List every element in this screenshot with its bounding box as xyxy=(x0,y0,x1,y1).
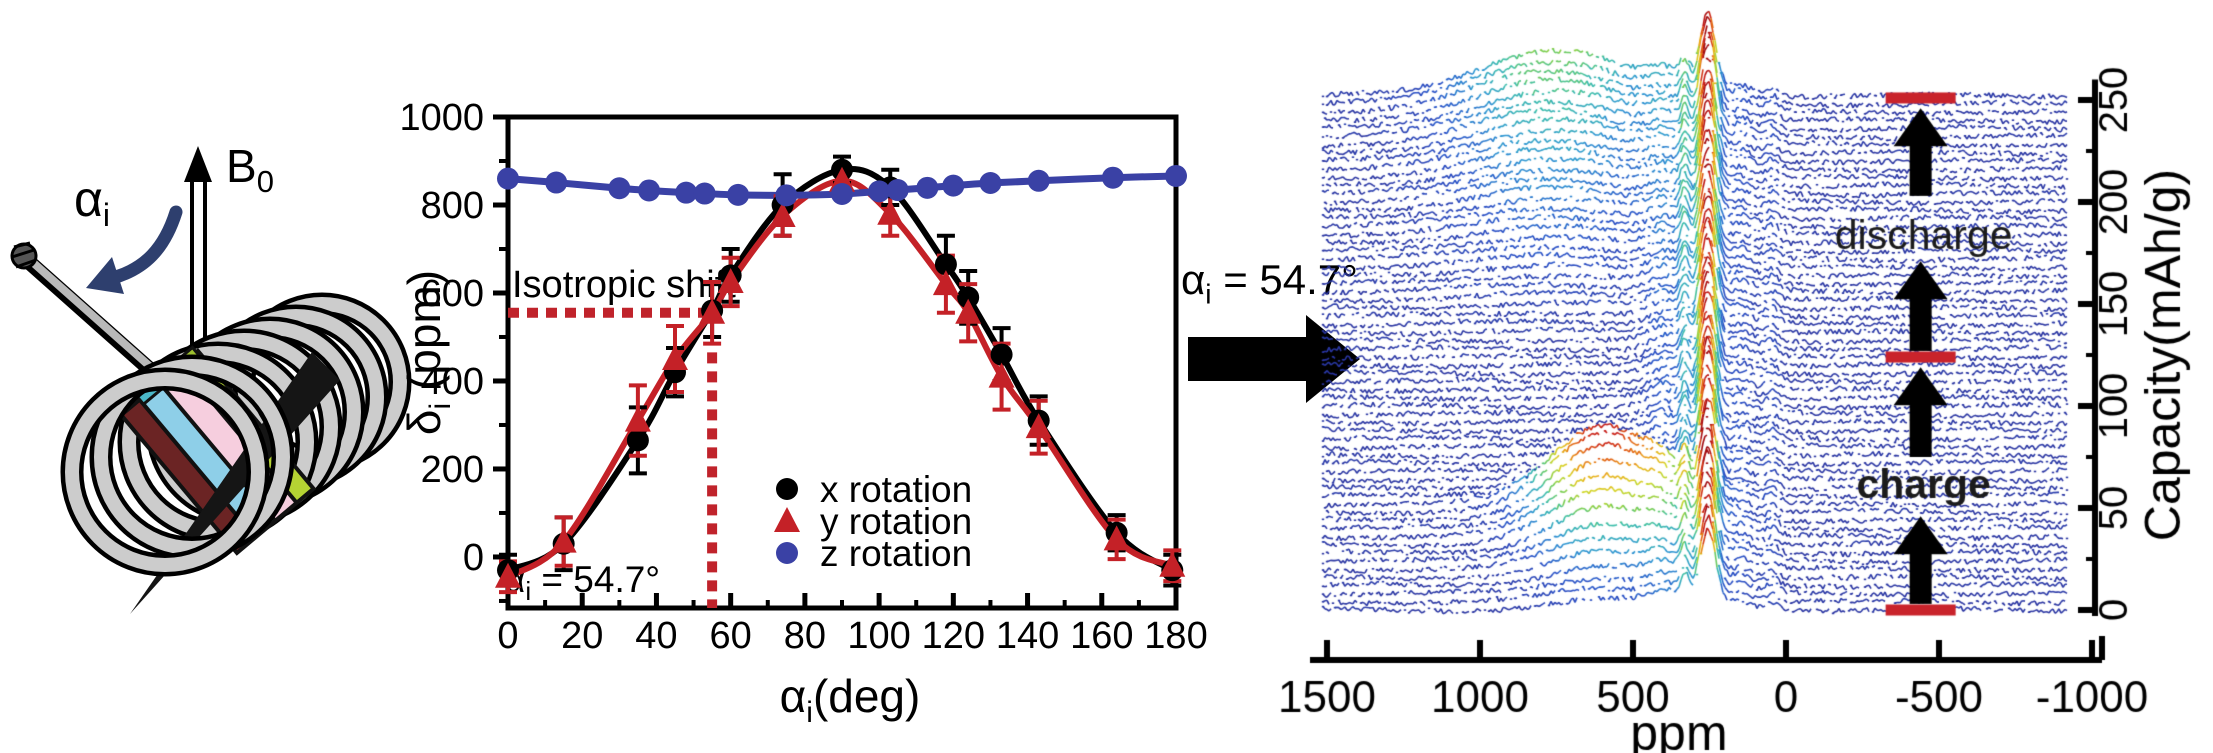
rotation-chart: 0 20 40 60 80 100 120 140 160 180 0 200 400 600 800 100… xyxy=(398,97,1208,729)
svg-text:0: 0 xyxy=(463,537,484,579)
svg-text:δi (ppm): δi (ppm) xyxy=(398,270,457,435)
b0-label: B0 xyxy=(226,140,274,199)
rotation-angle-arrow xyxy=(86,205,183,294)
svg-text:80: 80 xyxy=(784,615,826,657)
svg-text:180: 180 xyxy=(1144,615,1207,657)
waterfall-canvas xyxy=(1240,0,2213,753)
x-axis-label: αi(deg) xyxy=(780,670,921,729)
svg-text:600: 600 xyxy=(421,273,484,315)
rotation-chart-series xyxy=(495,154,1187,595)
alpha-i-label: αi xyxy=(74,171,110,233)
svg-text:160: 160 xyxy=(1070,615,1133,657)
isotropic-shift-annotation: Isotropic shiftαi = 54.7° xyxy=(504,264,736,608)
svg-text:200: 200 xyxy=(421,449,484,491)
svg-text:20: 20 xyxy=(561,615,603,657)
solenoid-coil xyxy=(60,292,412,614)
isotropic-shift-label: Isotropic shift xyxy=(512,264,736,306)
legend-item-label: y rotation xyxy=(820,501,972,542)
legend-item-label: z rotation xyxy=(820,533,972,574)
y-axis-label: δi (ppm) xyxy=(398,270,457,435)
svg-text:60: 60 xyxy=(710,615,752,657)
legend-item-label: x rotation xyxy=(820,469,972,510)
svg-text:800: 800 xyxy=(421,185,484,227)
rod-threaded-end xyxy=(10,241,38,270)
svg-text:400: 400 xyxy=(421,361,484,403)
svg-text:0: 0 xyxy=(497,615,518,657)
svg-text:120: 120 xyxy=(922,615,985,657)
svg-text:1000: 1000 xyxy=(399,97,484,139)
rotation-chart-axes: 0 20 40 60 80 100 120 140 160 180 0 200 400 600 800 100… xyxy=(398,97,1208,729)
coil-illustration: αi B0 xyxy=(10,140,412,614)
svg-text:40: 40 xyxy=(635,615,677,657)
svg-text:100: 100 xyxy=(847,615,910,657)
svg-text:140: 140 xyxy=(996,615,1059,657)
